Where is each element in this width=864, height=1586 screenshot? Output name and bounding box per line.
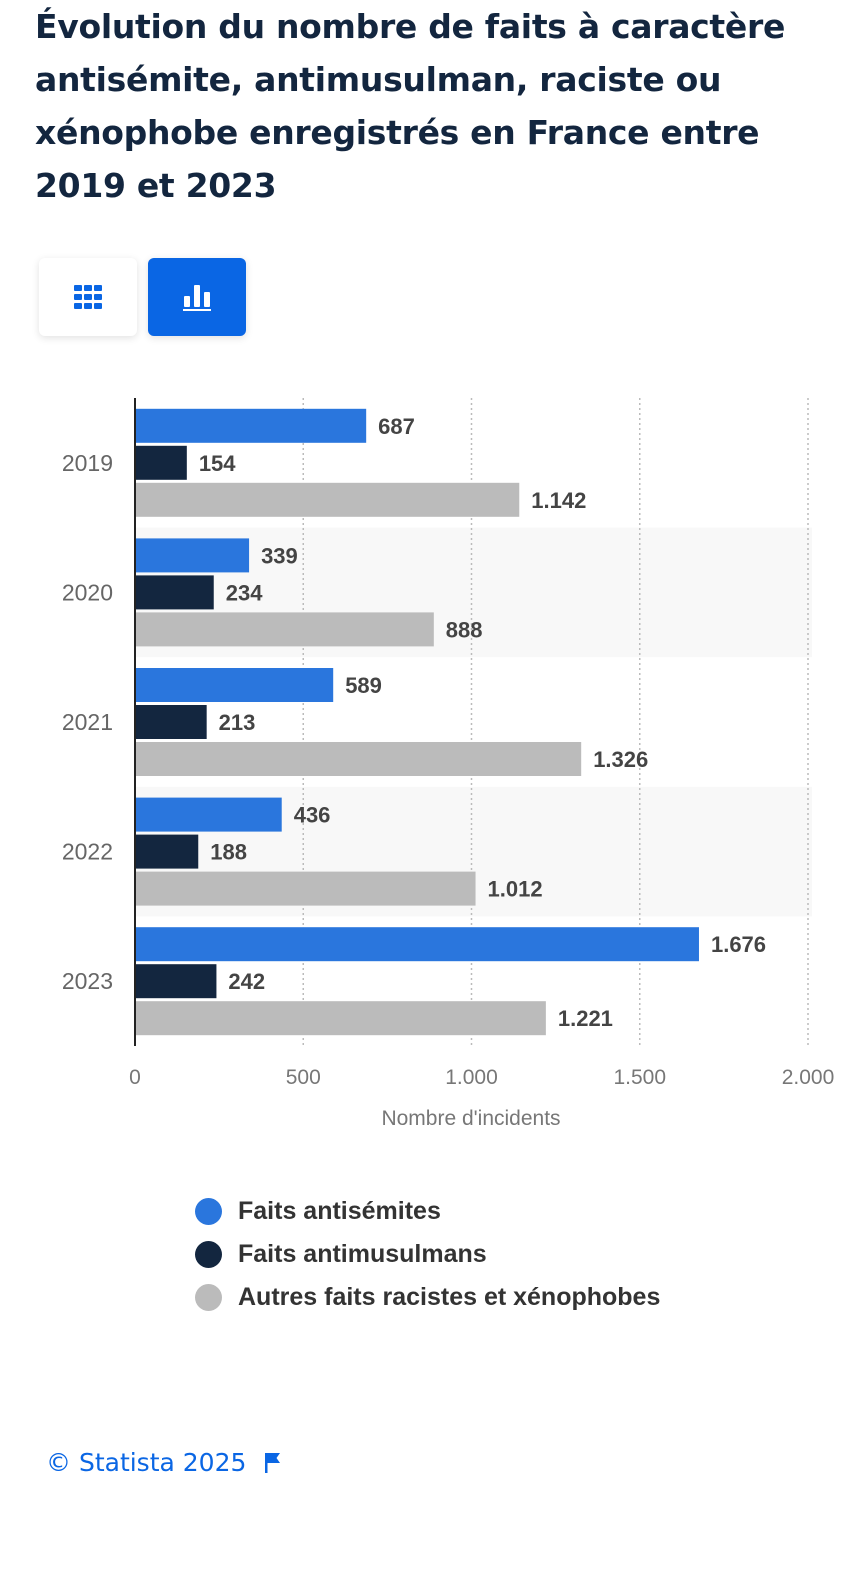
flag-icon[interactable]	[264, 1452, 282, 1474]
bar[interactable]	[136, 445, 187, 480]
bar[interactable]	[136, 834, 199, 869]
bar-value-label: 1.221	[558, 1006, 613, 1031]
bar-chart: 687 154 1.142 339 234 888 589 213 1.326 436 188 1.0…	[62, 398, 835, 1130]
bar[interactable]	[136, 964, 217, 999]
bar[interactable]	[136, 797, 282, 832]
bar[interactable]	[136, 1001, 546, 1036]
bar-value-label: 888	[446, 617, 483, 642]
bar-value-label: 589	[345, 673, 382, 698]
bar-value-label: 242	[228, 969, 265, 994]
x-tick-label: 0	[129, 1066, 141, 1089]
bar[interactable]	[136, 482, 520, 517]
bar-value-label: 188	[210, 840, 247, 865]
bar[interactable]	[136, 612, 434, 647]
category-label: 2020	[62, 579, 113, 605]
bar-value-label: 213	[219, 710, 256, 735]
x-tick-label: 2.000	[782, 1066, 835, 1089]
bar-value-label: 1.676	[711, 932, 766, 957]
legend: Faits antisémites Faits antimusulmans Au…	[195, 1190, 660, 1319]
legend-item[interactable]: Autres faits racistes et xénophobes	[195, 1276, 660, 1319]
bar[interactable]	[136, 538, 250, 573]
bar-value-label: 339	[261, 543, 298, 568]
bar[interactable]	[136, 705, 207, 739]
legend-item[interactable]: Faits antisémites	[195, 1190, 660, 1233]
bar[interactable]	[136, 927, 699, 962]
bar-value-label: 1.142	[531, 488, 586, 513]
legend-label: Autres faits racistes et xénophobes	[238, 1283, 661, 1311]
bar[interactable]	[136, 668, 334, 702]
x-axis-label: Nombre d'incidents	[381, 1107, 560, 1130]
bar-value-label: 436	[294, 803, 331, 828]
chart-view-button[interactable]	[148, 258, 246, 336]
legend-label: Faits antimusulmans	[238, 1240, 487, 1268]
table-view-button[interactable]	[39, 258, 137, 336]
bar-value-label: 1.012	[488, 877, 543, 902]
legend-swatch-antimusulmans	[195, 1241, 222, 1268]
category-label: 2019	[62, 450, 113, 476]
bar-value-label: 1.326	[593, 747, 648, 772]
bar-chart-icon	[183, 285, 211, 311]
x-tick-label: 500	[286, 1066, 321, 1089]
grid-icon	[74, 285, 102, 309]
bar-value-label: 687	[378, 414, 415, 439]
bar-value-label: 234	[226, 580, 263, 605]
legend-swatch-antisemites	[195, 1198, 222, 1225]
x-tick-label: 1.000	[445, 1066, 498, 1089]
category-label: 2023	[62, 968, 113, 994]
bar[interactable]	[136, 575, 214, 610]
bar[interactable]	[136, 742, 582, 776]
chart-title: Évolution du nombre de faits à caractère…	[35, 7, 786, 205]
x-tick-label: 1.500	[613, 1066, 666, 1089]
bar[interactable]	[136, 408, 367, 443]
category-label: 2022	[62, 839, 113, 865]
legend-label: Faits antisémites	[238, 1197, 441, 1225]
footer: © Statista 2025	[46, 1448, 282, 1477]
legend-item[interactable]: Faits antimusulmans	[195, 1233, 660, 1276]
bar-value-label: 154	[199, 451, 236, 476]
bar[interactable]	[136, 871, 476, 906]
legend-swatch-autres	[195, 1284, 222, 1311]
category-label: 2021	[62, 709, 113, 735]
statista-credit-link[interactable]: © Statista 2025	[46, 1448, 247, 1477]
